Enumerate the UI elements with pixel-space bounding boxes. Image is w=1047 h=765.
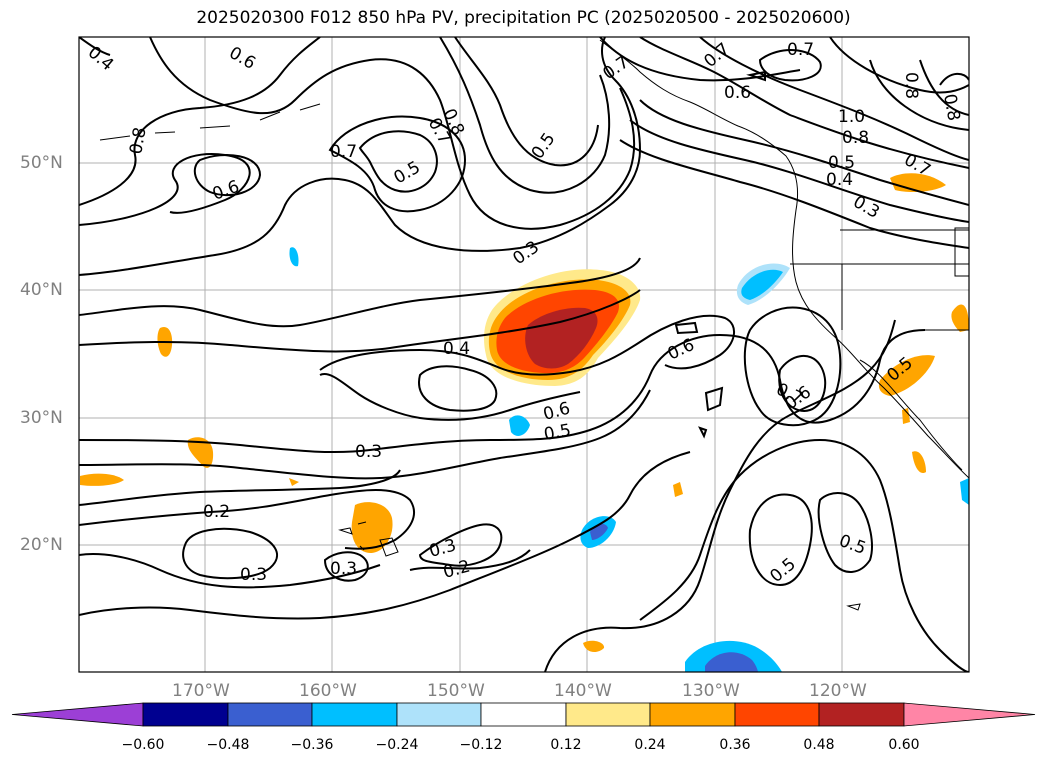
lat-label: 40°N (20, 280, 63, 300)
pv-contours (79, 37, 969, 672)
lon-label: 140°W (554, 681, 612, 701)
colorbar-tick-label: −0.48 (206, 737, 250, 753)
contour-label: 0.8 (126, 126, 150, 156)
contour-label: 0.5 (828, 153, 855, 173)
contour-label: 0.2 (203, 502, 230, 522)
contour-label: 0.8 (939, 92, 963, 122)
contour-label: 0.4 (826, 170, 853, 190)
contour-label: 0.3 (240, 565, 267, 585)
colorbar-swatch (649, 702, 736, 727)
colorbar-swatch (818, 702, 905, 727)
lon-label: 150°W (427, 681, 485, 701)
precip-shading (80, 173, 969, 672)
colorbar-swatch (734, 702, 820, 727)
colorbar-tick-label: 0.24 (634, 737, 666, 753)
contour-label: 0.7 (787, 40, 814, 60)
colorbar-tick-label: 0.12 (550, 737, 582, 753)
contour-label: 0.7 (330, 142, 357, 162)
colorbar-tick-label: −0.60 (121, 737, 165, 753)
colorbar-tick-label: 0.60 (888, 737, 920, 753)
colorbar-tick-label: −0.24 (375, 737, 419, 753)
lat-label: 20°N (20, 535, 63, 555)
contour-label: 1.0 (838, 107, 865, 127)
contour-label: 0.8 (842, 128, 869, 148)
contour-label: 0.3 (330, 559, 357, 579)
colorbar-tick-label: 0.48 (803, 737, 835, 753)
map-frame (78, 36, 970, 673)
colorbar-swatch (142, 702, 229, 727)
colorbar-swatch (903, 702, 1036, 727)
colorbar (11, 702, 1036, 727)
contour-label: 0.4 (443, 339, 470, 359)
lat-label: 50°N (20, 153, 63, 173)
map-title: 2025020300 F012 850 hPa PV, precipitatio… (196, 8, 851, 28)
colorbar-swatch (11, 702, 144, 727)
colorbar-swatch (396, 702, 482, 727)
lon-label: 160°W (299, 681, 357, 701)
colorbar-tick-label: −0.36 (290, 737, 334, 753)
colorbar-swatch (311, 702, 398, 727)
colorbar-swatch (565, 702, 651, 727)
contour-label: 0.8 (901, 72, 921, 99)
colorbar-tick-label: 0.36 (719, 737, 751, 753)
lat-label: 30°N (20, 408, 63, 428)
colorbar-swatch (480, 702, 567, 727)
colorbar-tick-label: −0.12 (459, 737, 503, 753)
lon-label: 120°W (809, 681, 867, 701)
lon-label: 170°W (172, 681, 230, 701)
colorbar-swatch (227, 702, 313, 727)
lon-label: 130°W (682, 681, 740, 701)
contour-label: 0.5 (542, 421, 572, 445)
contour-label: 0.6 (724, 83, 751, 103)
contour-label: 0.3 (355, 442, 382, 462)
